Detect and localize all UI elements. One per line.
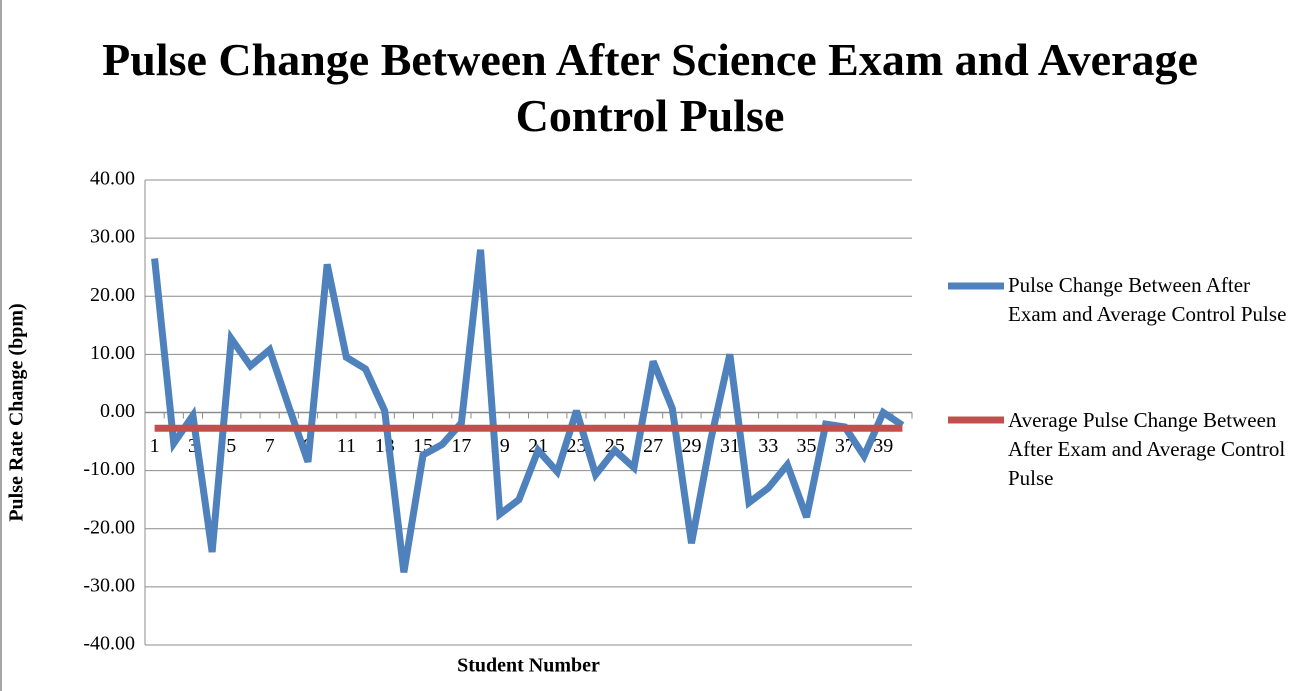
y-tick-label: -30.00 [83, 574, 135, 596]
chart-title: Pulse Change Between After Science Exam … [102, 34, 1198, 141]
x-tick-label: 33 [758, 435, 778, 457]
x-tick-label: 23 [566, 435, 586, 457]
x-tick-label: 3 [188, 435, 198, 457]
x-tick-label: 5 [226, 435, 236, 457]
y-tick-label: 20.00 [90, 284, 135, 306]
legend-label: Average Pulse Change Between After Exam … [1008, 408, 1286, 490]
series-line [151, 249, 905, 573]
x-tick-label: 17 [451, 435, 471, 457]
y-tick-label: 40.00 [90, 168, 135, 190]
x-tick-label: 31 [720, 435, 740, 457]
x-tick-label: 27 [643, 435, 663, 457]
y-axis-title: Pulse Rate Change (bpm) [6, 303, 28, 521]
x-tick-label: 1 [150, 435, 160, 457]
y-tick-label: 30.00 [90, 226, 135, 248]
x-tick-label: 39 [873, 435, 893, 457]
legend-label: Pulse Change Between After Exam and Aver… [1008, 273, 1287, 326]
x-axis-title: Student Number [457, 655, 600, 677]
x-tick-label: 29 [681, 435, 701, 457]
x-tick-label: 35 [797, 435, 817, 457]
y-tick-label: -10.00 [83, 458, 135, 480]
y-tick-label: -20.00 [83, 516, 135, 538]
y-tick-label: 0.00 [100, 400, 135, 422]
x-tick-label: 7 [265, 435, 275, 457]
y-tick-label: -40.00 [83, 633, 135, 655]
x-tick-label: 11 [337, 435, 356, 457]
y-tick-label: 10.00 [90, 342, 135, 364]
